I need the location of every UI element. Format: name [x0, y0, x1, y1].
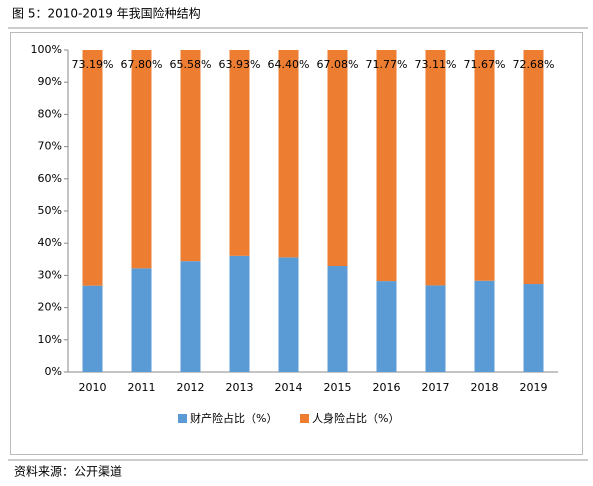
data-label: 67.80% — [121, 58, 163, 71]
bar-segment — [180, 261, 201, 372]
x-tick-label: 2010 — [79, 381, 107, 394]
x-tick-label: 2016 — [373, 381, 401, 394]
y-tick-label: 80% — [38, 107, 62, 120]
bar-segment — [229, 50, 250, 256]
x-tick-label: 2019 — [520, 381, 548, 394]
bar-segment — [131, 50, 152, 269]
y-tick-label: 20% — [38, 301, 62, 314]
y-tick-label: 50% — [38, 204, 62, 217]
bar-segment — [131, 268, 152, 372]
x-tick-label: 2013 — [226, 381, 254, 394]
y-tick-label: 100% — [31, 43, 62, 56]
x-tick-label: 2012 — [177, 381, 205, 394]
bar-segment — [327, 50, 348, 266]
data-label: 72.68% — [513, 58, 555, 71]
x-tick-label: 2017 — [422, 381, 450, 394]
bar-segment — [376, 281, 397, 372]
data-label: 71.67% — [464, 58, 506, 71]
y-tick-label: 60% — [38, 172, 62, 185]
x-tick-label: 2014 — [275, 381, 303, 394]
bar-segment — [82, 50, 103, 286]
bar-segment — [278, 50, 299, 258]
bar-segment — [474, 280, 495, 372]
bar-segment — [425, 50, 446, 286]
chart-title: 图 5：2010-2019 年我国险种结构 — [12, 6, 201, 21]
y-tick-label: 90% — [38, 75, 62, 88]
chart-frame — [10, 32, 583, 455]
bar-segment — [523, 284, 544, 372]
x-tick-label: 2015 — [324, 381, 352, 394]
x-tick-label: 2011 — [128, 381, 156, 394]
bar-segment — [376, 50, 397, 282]
bar-segment — [180, 50, 201, 262]
y-tick-label: 30% — [38, 268, 62, 281]
data-label: 73.11% — [415, 58, 457, 71]
y-tick-label: 40% — [38, 236, 62, 249]
data-label: 64.40% — [268, 58, 310, 71]
x-tick-label: 2018 — [471, 381, 499, 394]
y-tick-label: 70% — [38, 140, 62, 153]
legend-label: 财产险占比（%） — [190, 411, 277, 425]
y-tick-label: 10% — [38, 333, 62, 346]
legend-swatch — [300, 414, 309, 423]
y-tick-label: 0% — [45, 365, 62, 378]
data-label: 71.77% — [366, 58, 408, 71]
bar-segment — [474, 50, 495, 281]
bar-segment — [425, 285, 446, 372]
bar-segment — [327, 265, 348, 372]
bar-segment — [82, 285, 103, 372]
legend-label: 人身险占比（%） — [312, 411, 399, 425]
data-label: 65.58% — [170, 58, 212, 71]
bar-segment — [229, 255, 250, 372]
legend-swatch — [178, 414, 187, 423]
data-label: 67.08% — [317, 58, 359, 71]
bar-segment — [278, 257, 299, 372]
bar-segment — [523, 50, 544, 285]
data-label: 73.19% — [72, 58, 114, 71]
source: 资料来源：公开渠道 — [14, 465, 122, 479]
data-label: 63.93% — [219, 58, 261, 71]
